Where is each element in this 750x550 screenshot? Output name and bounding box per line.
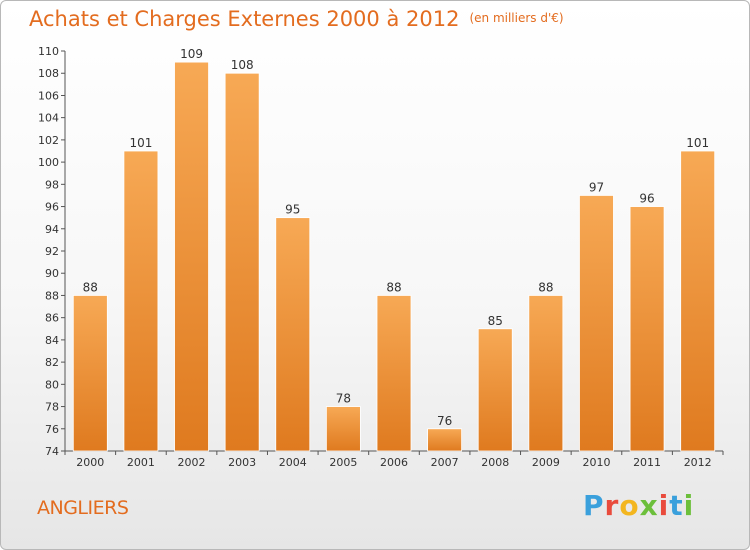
bar-value-label: 88 <box>83 280 98 294</box>
x-tick-label: 2002 <box>178 456 206 469</box>
y-tick-label: 90 <box>45 267 59 280</box>
x-tick-label: 2008 <box>481 456 509 469</box>
bar-value-label: 88 <box>386 280 401 294</box>
bar-value-label: 88 <box>538 280 553 294</box>
y-tick-label: 100 <box>38 156 59 169</box>
bar-value-label: 101 <box>686 136 709 150</box>
bar <box>680 150 716 452</box>
bar <box>629 206 665 452</box>
y-tick-label: 98 <box>45 178 59 191</box>
bar <box>72 295 108 452</box>
y-tick-label: 78 <box>45 401 59 414</box>
logo-letter: i <box>658 489 670 522</box>
x-tick-label: 2011 <box>633 456 661 469</box>
axes: 74 76 78 80 82 84 86 88 90 92 94 96 98 100 102 104 106 10… <box>38 45 724 469</box>
bar <box>325 406 361 452</box>
bar-value-label: 78 <box>336 392 351 406</box>
y-tick-label: 74 <box>45 445 59 458</box>
y-tick-label: 80 <box>45 378 59 391</box>
bar-value-label: 85 <box>488 314 503 328</box>
x-tick-label: 2001 <box>127 456 155 469</box>
x-tick-label: 2005 <box>329 456 357 469</box>
y-tick-label: 76 <box>45 423 59 436</box>
proxiti-logo: Proxiti <box>583 489 694 522</box>
y-tick-label: 84 <box>45 334 59 347</box>
x-tick-label: 2012 <box>684 456 712 469</box>
logo-letter: x <box>639 489 659 522</box>
bar <box>528 295 564 452</box>
y-tick-label: 110 <box>38 45 59 58</box>
chart-unit: (en milliers d'€) <box>469 11 564 25</box>
commune-name: ANGLIERS <box>37 497 129 519</box>
chart-title-text: Achats et Charges Externes 2000 à 2012 <box>29 7 460 31</box>
bar <box>275 217 311 452</box>
chart-title: Achats et Charges Externes 2000 à 2012 (e… <box>29 7 564 31</box>
bar <box>174 61 209 452</box>
bar <box>477 328 513 452</box>
bar <box>427 428 463 452</box>
logo-letter: i <box>683 489 695 522</box>
x-tick-label: 2004 <box>279 456 307 469</box>
bar-value-label: 97 <box>589 180 604 194</box>
x-tick-label: 2007 <box>431 456 459 469</box>
bar-value-label: 95 <box>285 203 300 217</box>
bars <box>72 61 716 452</box>
y-tick-label: 86 <box>45 312 59 325</box>
logo-letter: t <box>669 489 684 522</box>
bar <box>376 295 412 452</box>
x-tick-label: 2006 <box>380 456 408 469</box>
y-tick-label: 106 <box>38 89 59 102</box>
logo-letter: o <box>619 489 640 522</box>
y-tick-label: 88 <box>45 289 59 302</box>
bar <box>579 195 614 452</box>
bar-value-label: 76 <box>437 414 452 428</box>
bar <box>224 72 260 452</box>
bar-value-label: 96 <box>639 192 654 206</box>
x-tick-label: 2003 <box>228 456 256 469</box>
y-tick-label: 92 <box>45 245 59 258</box>
bar-value-label: 108 <box>231 58 254 72</box>
x-tick-label: 2009 <box>532 456 560 469</box>
logo-letter: r <box>604 489 620 522</box>
x-tick-label: 2010 <box>582 456 610 469</box>
logo-letter: P <box>583 489 605 522</box>
bar <box>123 150 159 452</box>
data-labels: 88 101 109 108 95 78 88 76 85 88 97 96 101 <box>83 47 709 428</box>
y-tick-label: 94 <box>45 223 59 236</box>
y-tick-label: 102 <box>38 134 59 147</box>
y-tick-label: 82 <box>45 356 59 369</box>
y-tick-label: 108 <box>38 67 59 80</box>
y-tick-label: 96 <box>45 201 59 214</box>
x-tick-label: 2000 <box>76 456 104 469</box>
bar-value-label: 101 <box>129 136 152 150</box>
bar-value-label: 109 <box>180 47 203 61</box>
y-tick-label: 104 <box>38 112 59 125</box>
